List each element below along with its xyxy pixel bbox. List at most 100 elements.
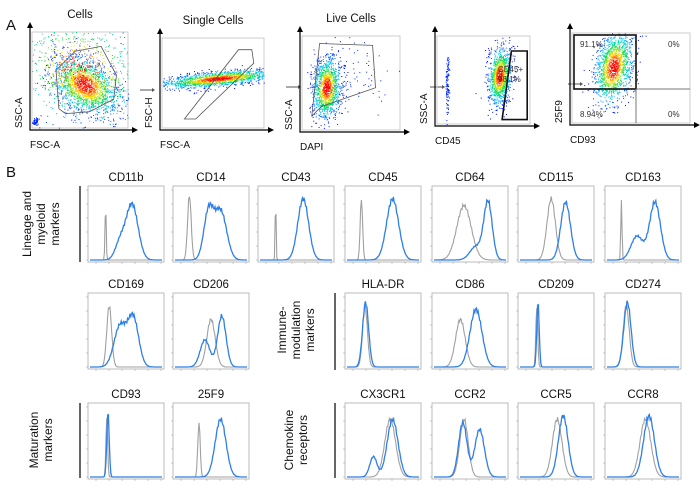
event-dot xyxy=(101,94,103,96)
event-dot xyxy=(83,104,85,106)
event-dot xyxy=(211,74,213,76)
event-dot xyxy=(86,93,88,95)
event-dot xyxy=(195,83,197,84)
event-dot xyxy=(226,86,228,88)
event-dot xyxy=(325,96,327,98)
event-dot xyxy=(333,76,335,78)
event-dot xyxy=(92,61,94,63)
event-dot xyxy=(329,92,331,94)
event-dot xyxy=(59,75,61,77)
event-dot xyxy=(217,79,219,81)
event-dot xyxy=(73,63,75,65)
event-dot xyxy=(62,67,64,69)
event-dot xyxy=(231,72,233,74)
event-dot xyxy=(81,77,83,79)
event-dot xyxy=(81,91,83,93)
event-dot xyxy=(78,87,80,89)
event-dot xyxy=(107,72,109,74)
event-dot xyxy=(79,67,81,69)
event-dot xyxy=(71,82,73,84)
event-dot xyxy=(84,78,86,80)
event-dot xyxy=(95,84,97,86)
event-dot xyxy=(112,76,114,78)
event-dot xyxy=(100,83,102,85)
event-dot xyxy=(72,61,74,63)
event-dot xyxy=(325,102,327,104)
event-dot xyxy=(69,108,71,110)
event-dot xyxy=(334,89,336,91)
event-dot xyxy=(70,105,71,107)
event-dot xyxy=(324,71,326,73)
event-dot xyxy=(344,65,345,67)
event-dot xyxy=(319,61,321,62)
event-dot xyxy=(318,88,320,89)
event-dot xyxy=(334,74,336,76)
event-dot xyxy=(198,84,200,86)
event-dot xyxy=(221,72,223,74)
event-dot xyxy=(77,69,79,70)
event-dot xyxy=(60,83,62,85)
event-dot xyxy=(110,97,112,99)
event-dot xyxy=(62,46,64,48)
event-dot xyxy=(210,72,212,74)
event-dot xyxy=(103,109,105,111)
event-dot xyxy=(184,75,186,77)
event-dot xyxy=(103,67,105,69)
event-dot xyxy=(75,83,77,85)
event-dot xyxy=(340,86,342,88)
event-dot xyxy=(332,98,334,100)
event-dot xyxy=(203,76,205,78)
event-dot xyxy=(83,76,85,78)
event-dot xyxy=(92,97,94,99)
event-dot xyxy=(93,121,94,123)
event-dot xyxy=(259,71,261,73)
event-dot xyxy=(79,96,80,98)
event-dot xyxy=(186,82,188,84)
event-dot xyxy=(200,78,202,80)
event-dot xyxy=(197,78,199,80)
event-dot xyxy=(92,94,94,96)
event-dot xyxy=(93,71,95,73)
event-dot xyxy=(96,63,98,65)
event-dot xyxy=(92,61,94,63)
event-dot xyxy=(93,94,95,96)
event-dot xyxy=(333,109,335,111)
event-dot xyxy=(76,96,78,97)
event-dot xyxy=(113,79,115,81)
event-dot xyxy=(85,77,87,79)
event-dot xyxy=(71,90,72,92)
event-dot xyxy=(90,85,91,87)
event-dot xyxy=(95,120,97,122)
event-dot xyxy=(124,66,126,68)
event-dot xyxy=(92,65,94,67)
event-dot xyxy=(121,51,123,53)
event-dot xyxy=(75,70,77,72)
event-dot xyxy=(257,77,259,79)
event-dot xyxy=(48,101,50,103)
event-dot xyxy=(118,105,120,107)
event-dot xyxy=(51,77,53,79)
event-dot xyxy=(35,88,37,89)
event-dot xyxy=(228,76,230,78)
event-dot xyxy=(54,97,55,99)
event-dot xyxy=(63,116,65,118)
event-dot xyxy=(127,89,129,91)
event-dot xyxy=(81,80,83,82)
event-dot xyxy=(119,105,121,107)
event-dot xyxy=(241,78,243,80)
event-dot xyxy=(38,40,40,42)
event-dot xyxy=(175,82,177,84)
event-dot xyxy=(89,40,91,42)
event-dot xyxy=(95,92,97,93)
event-dot xyxy=(331,69,332,71)
event-dot xyxy=(94,89,96,91)
event-dot xyxy=(321,85,323,87)
event-dot xyxy=(98,119,100,121)
event-dot xyxy=(83,33,85,35)
event-dot xyxy=(48,94,50,96)
event-dot xyxy=(317,93,319,95)
event-dot xyxy=(109,85,111,87)
event-dot xyxy=(327,104,329,106)
event-dot xyxy=(327,95,329,96)
event-dot xyxy=(332,103,334,104)
